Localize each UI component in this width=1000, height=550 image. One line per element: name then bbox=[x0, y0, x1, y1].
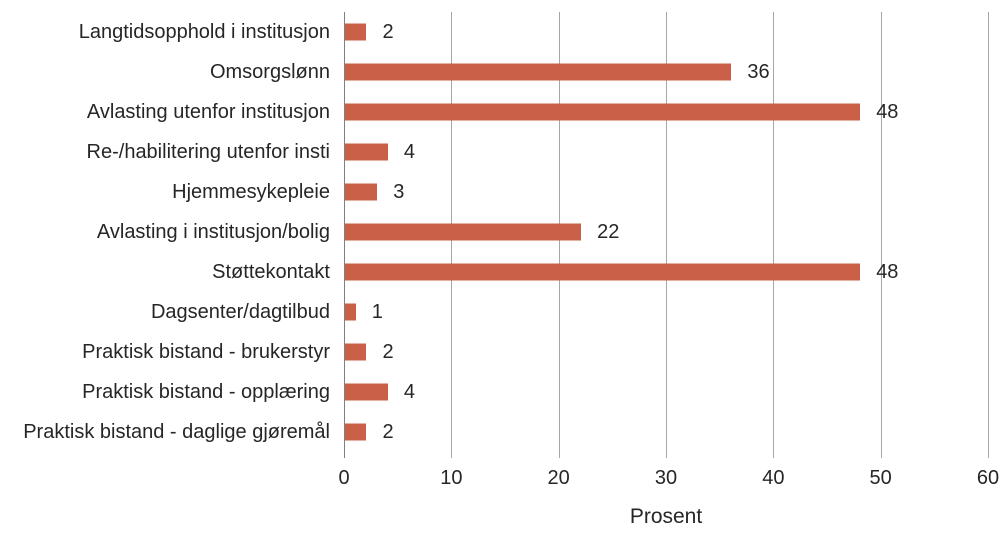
category-label: Praktisk bistand - opplæring bbox=[82, 381, 330, 403]
x-tick-label: 10 bbox=[440, 467, 463, 489]
gridline bbox=[666, 12, 667, 458]
category-label: Langtidsopphold i institusjon bbox=[78, 21, 330, 43]
bar-value-label: 48 bbox=[876, 101, 899, 123]
bar bbox=[345, 103, 861, 121]
x-axis-title: Prosent bbox=[629, 505, 703, 528]
plot-area: 2 36 48 4 3 22 48 1 2 4 2 bbox=[344, 12, 989, 458]
x-tick-label: 60 bbox=[976, 467, 1000, 489]
bar-value-label: 2 bbox=[382, 21, 394, 43]
bar-value-label: 48 bbox=[876, 261, 899, 283]
category-label: Praktisk bistand - daglige gjøremål bbox=[23, 421, 330, 443]
category-label: Avlasting utenfor institusjon bbox=[86, 101, 330, 123]
category-label: Re-/habilitering utenfor insti bbox=[86, 141, 330, 163]
gridline bbox=[988, 12, 989, 458]
bar bbox=[345, 343, 367, 361]
gridline bbox=[773, 12, 775, 458]
gridline bbox=[880, 12, 882, 458]
bar-value-label: 2 bbox=[382, 341, 394, 363]
bar bbox=[345, 383, 388, 401]
bar-value-label: 4 bbox=[403, 381, 416, 403]
y-axis-line bbox=[344, 12, 345, 458]
bar bbox=[345, 143, 388, 161]
x-tick-label: 30 bbox=[654, 467, 678, 489]
bar bbox=[345, 263, 861, 281]
x-tick-label: 0 bbox=[338, 467, 350, 489]
x-tick-label: 20 bbox=[547, 467, 570, 489]
bar bbox=[345, 223, 582, 241]
category-label: Støttekontakt bbox=[212, 261, 330, 283]
category-label: Dagsenter/dagtilbud bbox=[150, 301, 330, 323]
bar bbox=[345, 183, 378, 201]
bar bbox=[345, 63, 732, 81]
category-label: Omsorgslønn bbox=[209, 61, 330, 83]
category-label: Avlasting i institusjon/bolig bbox=[96, 221, 330, 243]
bar-value-label: 22 bbox=[597, 221, 620, 243]
bar-value-label: 36 bbox=[747, 61, 770, 83]
x-tick-label: 50 bbox=[869, 467, 892, 489]
category-label: Praktisk bistand - brukerstyr bbox=[82, 341, 330, 363]
bar-value-label: 3 bbox=[393, 181, 405, 203]
bar bbox=[345, 303, 356, 321]
bar-value-label: 4 bbox=[403, 141, 416, 163]
bar bbox=[345, 23, 367, 41]
bar-value-label: 1 bbox=[371, 301, 383, 323]
category-label: Hjemmesykepleie bbox=[172, 181, 330, 203]
x-tick-label: 40 bbox=[762, 467, 785, 489]
bar bbox=[345, 423, 367, 441]
bar-value-label: 2 bbox=[382, 421, 394, 443]
